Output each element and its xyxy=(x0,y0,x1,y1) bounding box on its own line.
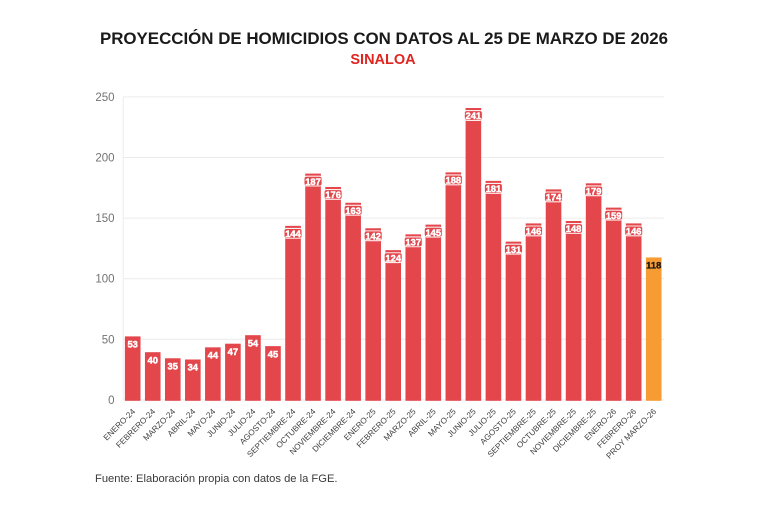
svg-text:47: 47 xyxy=(228,346,238,357)
svg-text:145: 145 xyxy=(425,227,441,238)
svg-text:142: 142 xyxy=(365,230,381,241)
svg-text:241: 241 xyxy=(466,110,482,121)
svg-text:179: 179 xyxy=(586,186,602,197)
svg-text:PROYECCIÓN DE HOMICIDIOS CON D: PROYECCIÓN DE HOMICIDIOS CON DATOS AL 25… xyxy=(100,29,668,48)
svg-text:131: 131 xyxy=(506,244,522,255)
svg-text:SINALOA: SINALOA xyxy=(350,52,416,68)
svg-text:150: 150 xyxy=(95,213,114,225)
svg-text:163: 163 xyxy=(345,205,361,216)
svg-text:174: 174 xyxy=(546,192,562,203)
svg-text:118: 118 xyxy=(646,260,661,271)
svg-text:50: 50 xyxy=(102,334,115,346)
svg-text:Fuente: Elaboración propia con: Fuente: Elaboración propia con datos de … xyxy=(95,473,338,485)
svg-text:44: 44 xyxy=(208,350,219,361)
svg-text:181: 181 xyxy=(486,183,502,194)
svg-text:54: 54 xyxy=(248,337,259,348)
svg-text:53: 53 xyxy=(127,339,137,350)
svg-text:137: 137 xyxy=(405,237,421,248)
svg-text:176: 176 xyxy=(325,189,341,200)
svg-text:124: 124 xyxy=(385,252,401,263)
svg-text:144: 144 xyxy=(285,228,301,239)
svg-text:250: 250 xyxy=(95,92,114,104)
svg-text:188: 188 xyxy=(446,175,462,186)
svg-text:34: 34 xyxy=(188,362,199,373)
svg-text:187: 187 xyxy=(305,176,321,187)
svg-text:35: 35 xyxy=(168,360,178,371)
svg-text:200: 200 xyxy=(95,153,114,165)
svg-text:100: 100 xyxy=(95,274,114,286)
svg-text:146: 146 xyxy=(626,226,642,237)
svg-text:146: 146 xyxy=(526,226,542,237)
svg-text:148: 148 xyxy=(566,223,582,234)
svg-text:159: 159 xyxy=(606,210,622,221)
svg-text:45: 45 xyxy=(268,348,278,359)
svg-text:40: 40 xyxy=(148,354,158,365)
svg-text:0: 0 xyxy=(108,395,114,407)
